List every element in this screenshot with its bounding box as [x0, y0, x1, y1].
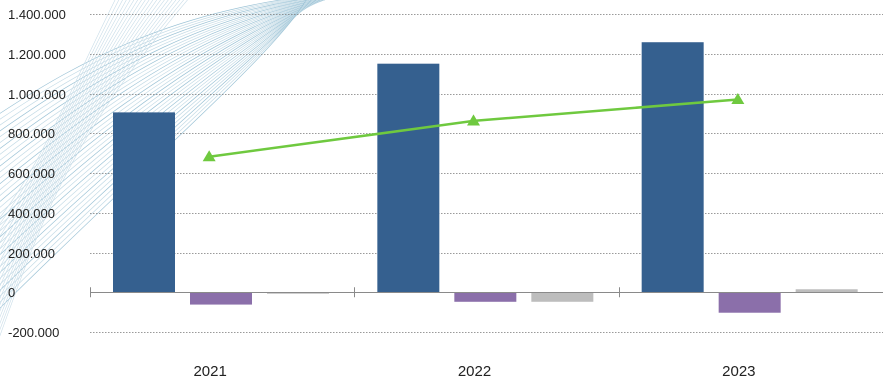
decoration-curve — [0, 0, 177, 318]
decoration-curve — [0, 0, 150, 275]
decoration-curve — [0, 0, 314, 155]
trend-line — [202, 92, 745, 162]
decoration-curve — [0, 0, 289, 120]
x-axis — [90, 287, 883, 298]
decoration-curve — [0, 0, 304, 138]
bar-series-2-2022 — [454, 292, 517, 302]
decoration-curve — [0, 0, 282, 114]
decoration-curve — [0, 0, 307, 309]
decoration-curve — [0, 0, 325, 226]
decoration-curve — [0, 0, 312, 291]
y-tick-label: 200.000 — [8, 246, 55, 261]
decoration-curve — [0, 0, 321, 173]
decoration-curve — [0, 0, 135, 250]
y-tick-label: 1.200.000 — [8, 47, 66, 62]
decoration-curve — [0, 0, 142, 262]
decoration-curve — [0, 0, 169, 306]
x-axis-category-labels: 2021 2022 2023 — [193, 363, 755, 380]
bar-series-2-2021 — [190, 292, 252, 305]
decoration-curve — [0, 0, 131, 243]
bar-series-3-2023 — [795, 289, 858, 293]
line-marker-2023 — [731, 92, 745, 105]
decoration-curve — [0, 0, 311, 149]
decoration-curve — [0, 0, 161, 293]
decoration-curve — [0, 0, 317, 161]
y-tick-label: 400.000 — [8, 206, 55, 221]
decoration-curve — [0, 0, 181, 324]
x-category-label: 2021 — [193, 363, 226, 380]
decoration-curve — [0, 0, 158, 287]
decoration-curve — [0, 0, 165, 299]
decoration-curve — [0, 0, 299, 132]
decoration-curve — [0, 0, 185, 331]
gridlines — [90, 14, 883, 333]
decoration-curve — [0, 0, 120, 225]
decoration-curve — [0, 0, 326, 220]
y-axis-tick-labels: 1.400.000 1.200.000 1.000.000 800.000 600.00… — [8, 7, 66, 340]
bar-series-2-2023 — [718, 292, 781, 313]
bars — [113, 42, 858, 313]
decoration-curve — [0, 0, 127, 237]
y-tick-label: 1.000.000 — [8, 87, 66, 102]
background-swirl-decoration — [0, 0, 326, 337]
x-category-label: 2023 — [722, 363, 755, 380]
y-tick-label: 800.000 — [8, 126, 55, 141]
decoration-curve — [0, 0, 146, 268]
decoration-curve — [0, 0, 154, 281]
decoration-curve — [0, 0, 173, 312]
decoration-curve — [0, 0, 123, 231]
y-tick-label: -200.000 — [8, 325, 59, 340]
bar-series-3-2022 — [531, 292, 594, 302]
x-category-label: 2022 — [458, 363, 491, 380]
line-marker-2021 — [202, 150, 216, 162]
bar-series-1-2022 — [377, 63, 440, 293]
decoration-curve — [0, 0, 116, 218]
decoration-curve — [0, 0, 308, 144]
decoration-curve — [0, 0, 309, 303]
line-marker-2022 — [467, 114, 480, 126]
decoration-curve — [0, 0, 311, 297]
y-tick-label: 1.400.000 — [8, 7, 66, 22]
decoration-curve — [0, 0, 295, 126]
decoration-curve — [0, 0, 139, 256]
y-tick-label: 600.000 — [8, 166, 55, 181]
y-tick-label: 0 — [8, 285, 15, 300]
decoration-curve — [0, 0, 316, 279]
bar-series-1-2023 — [641, 42, 704, 293]
bar-series-1-2021 — [113, 112, 175, 293]
decoration-curve — [0, 0, 188, 337]
